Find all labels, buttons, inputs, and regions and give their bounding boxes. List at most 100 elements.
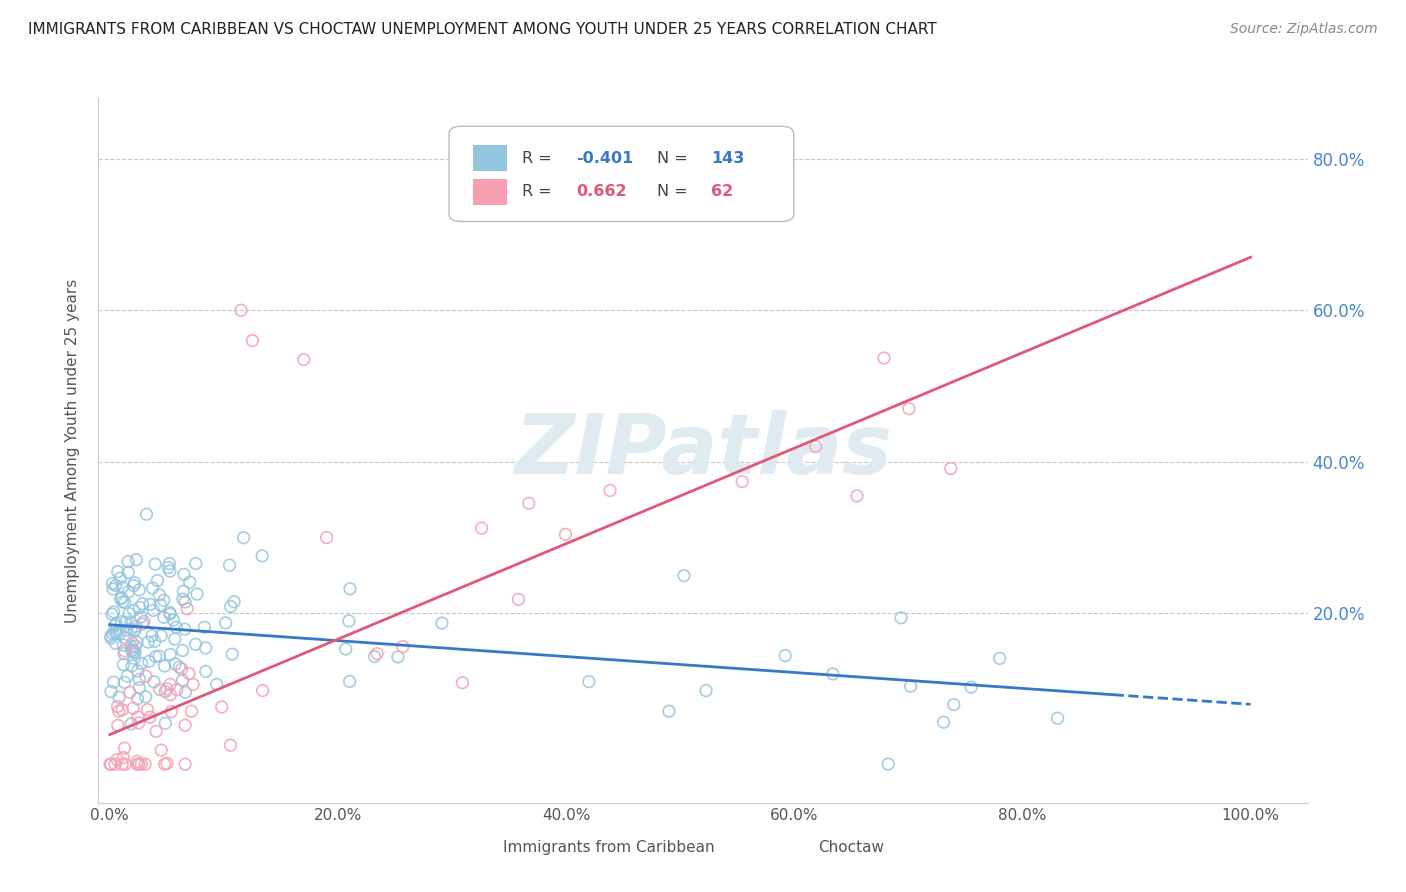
Point [110,591,132,606]
Point [159,607,181,621]
Point [141,629,163,643]
Point [127,710,149,724]
Point [124,646,146,660]
Point [129,610,152,624]
Point [1046,711,1069,725]
Point [176,601,198,615]
Point [149,598,172,612]
Point [186,587,208,601]
Point [104,757,127,772]
Point [219,599,242,614]
Point [159,648,181,662]
Point [100,629,122,643]
Point [159,677,181,691]
Point [121,643,143,657]
Text: ZIPatlas: ZIPatlas [515,410,891,491]
Point [165,620,187,634]
Point [121,658,143,673]
Point [165,657,187,671]
Point [112,750,135,764]
Point [138,655,160,669]
Point [194,640,217,655]
Point [166,682,188,697]
Point [174,757,197,772]
Point [135,507,157,521]
Point [292,352,315,367]
Point [111,703,134,717]
Point [155,684,177,698]
Point [430,615,453,630]
Point [846,489,869,503]
Point [120,716,142,731]
Point [115,623,138,637]
Point [232,531,254,545]
Point [387,650,409,665]
Point [111,594,134,608]
Point [104,636,127,650]
Point [174,685,197,699]
Point [105,625,128,640]
Point [108,704,131,718]
Text: Immigrants from Caribbean: Immigrants from Caribbean [503,840,716,855]
Text: -0.401: -0.401 [576,151,633,166]
Point [112,638,135,652]
Point [112,647,135,661]
Point [139,710,162,724]
Point [157,557,180,571]
Point [115,669,138,683]
Point [900,679,922,693]
Point [170,662,193,676]
Point [599,483,621,498]
Point [118,685,141,699]
Point [194,665,217,679]
Point [143,674,166,689]
FancyBboxPatch shape [474,145,508,170]
Point [150,629,173,643]
Point [117,555,139,569]
FancyBboxPatch shape [467,838,494,857]
Point [252,683,274,698]
Point [105,616,128,631]
Point [179,575,201,590]
Point [222,595,245,609]
Point [100,757,122,772]
Point [315,531,337,545]
Point [114,741,136,756]
Point [156,681,179,696]
Point [173,622,195,636]
Point [125,619,148,633]
Point [111,580,134,594]
Point [150,743,173,757]
Point [128,757,150,772]
Point [134,757,156,772]
Point [114,757,136,772]
Point [135,690,157,704]
Point [173,567,195,582]
Point [143,634,166,648]
Point [193,620,215,634]
Point [873,351,896,365]
Point [104,625,127,640]
Point [98,757,121,772]
Point [124,639,146,653]
Text: Choctaw: Choctaw [818,840,884,855]
Point [142,581,165,595]
Text: IMMIGRANTS FROM CARIBBEAN VS CHOCTAW UNEMPLOYMENT AMONG YOUTH UNDER 25 YEARS COR: IMMIGRANTS FROM CARIBBEAN VS CHOCTAW UNE… [28,22,936,37]
Point [942,698,965,712]
Point [114,675,136,690]
Point [939,461,962,475]
Point [162,613,184,627]
Point [114,595,136,609]
Point [578,674,600,689]
Point [451,675,474,690]
Text: 143: 143 [711,151,745,166]
Point [221,647,243,661]
Point [136,703,159,717]
Point [218,558,240,573]
Point [180,704,202,718]
Point [167,660,190,674]
Point [229,303,252,318]
Point [101,582,124,596]
Text: N =: N = [657,185,693,199]
Point [142,603,165,617]
